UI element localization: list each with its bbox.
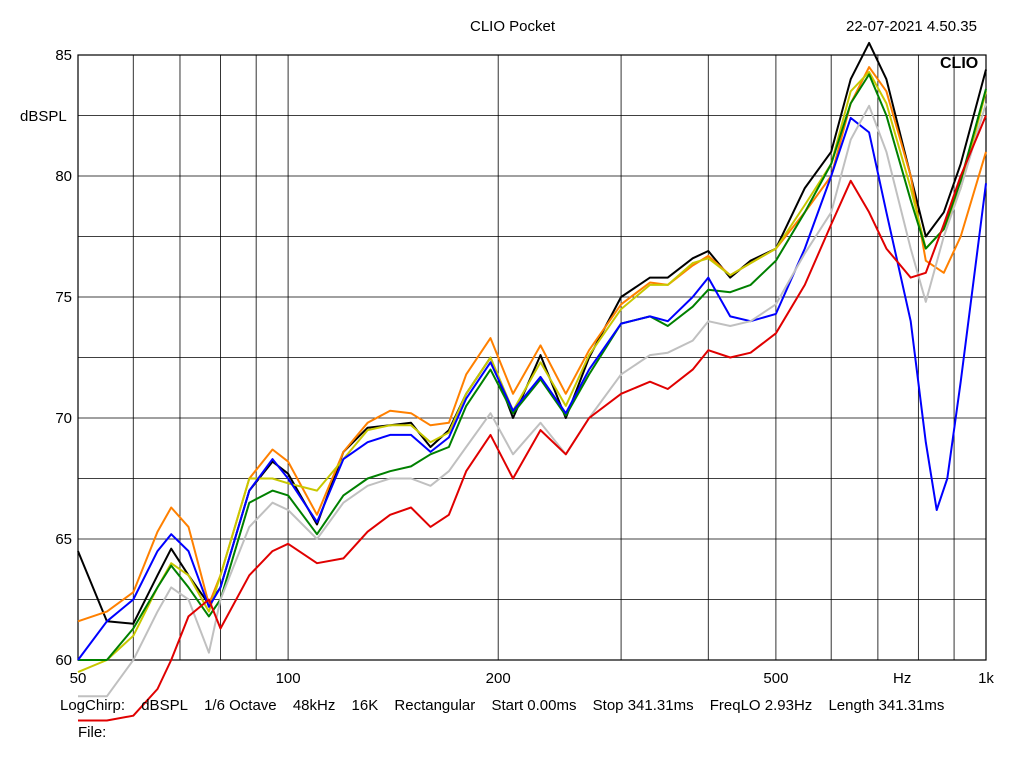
plot-frame: [77, 54, 987, 661]
chart-series-group: [77, 41, 987, 722]
series-line-7: [78, 115, 987, 722]
series-line-6: [78, 103, 987, 698]
x-tick-label: 200: [486, 670, 511, 687]
freqlo-label: FreqLO 2.93Hz: [709, 697, 813, 714]
smoothing-label: 1/6 Octave: [204, 697, 277, 714]
x-tick-label: 500: [763, 670, 788, 687]
stop-label: Stop 341.31ms: [592, 697, 694, 714]
series-line-2: [77, 66, 987, 623]
start-label: Start 0.00ms: [491, 697, 577, 714]
series-line-4: [78, 73, 987, 661]
clio-logo: CLIO: [940, 55, 978, 72]
measurement-settings-bar: LogChirp: dBSPL 1/6 Octave 48kHz 16K Rec…: [60, 697, 956, 714]
unit-label: dBSPL: [141, 697, 188, 714]
samplerate-label: 48kHz: [292, 697, 336, 714]
x-tick-label: 100: [276, 670, 301, 687]
chart-grid: [78, 55, 986, 660]
y-tick-label: 85: [55, 47, 72, 64]
y-tick-label: 75: [55, 289, 72, 306]
series-line-1: [77, 41, 987, 625]
x-tick-label: 50: [70, 670, 87, 687]
app-title: CLIO Pocket: [470, 18, 556, 35]
y-tick-label: 60: [55, 652, 72, 669]
series-line-5: [77, 116, 987, 661]
x-axis-label: Hz: [893, 670, 911, 687]
window-label: Rectangular: [394, 697, 476, 714]
file-label: File:: [78, 724, 107, 741]
y-axis-label: dBSPL: [20, 108, 67, 125]
size-label: 16K: [351, 697, 379, 714]
y-tick-label: 70: [55, 410, 72, 427]
length-label: Length 341.31ms: [828, 697, 945, 714]
y-tick-label: 80: [55, 168, 72, 185]
series-line-3: [77, 70, 987, 674]
mode-label: LogChirp:: [60, 697, 126, 714]
chart-tick-labels: 60 65 70 75 80 85 50 100 200 500 1k: [55, 47, 994, 687]
x-tick-label: 1k: [978, 670, 994, 687]
y-tick-label: 65: [55, 531, 72, 548]
timestamp: 22-07-2021 4.50.35: [846, 18, 977, 35]
